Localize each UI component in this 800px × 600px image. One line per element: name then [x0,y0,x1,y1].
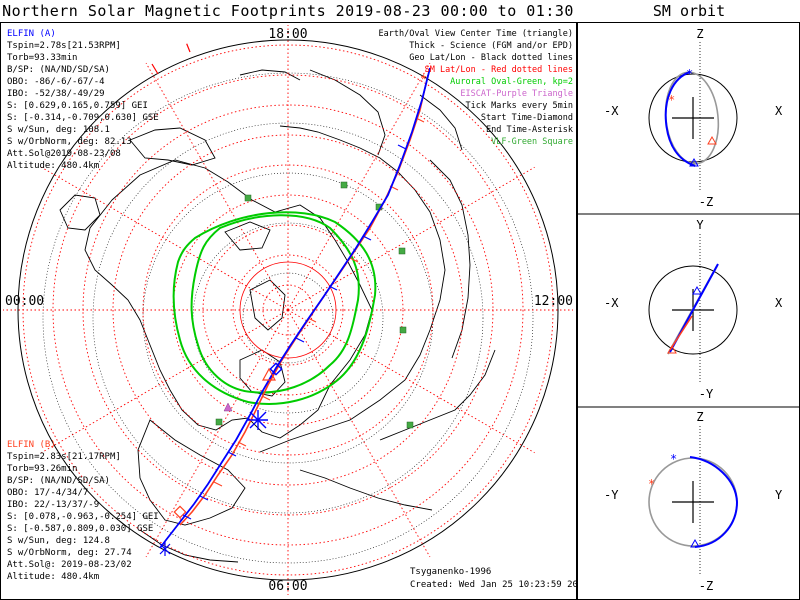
legend-entry: Tick Marks every 5min [466,101,573,111]
earth-outline [648,73,738,163]
elfin-b-line: S w/Sun, deg: 124.8 [7,536,110,546]
vlf-square [399,326,407,334]
elfin-a-info: ELFIN (A) Tspin=2.78s[21.53RPM] Torb=93.3… [7,29,159,171]
svg-text:*: * [686,67,693,81]
elfin-a-line: Att.Sol@2019-08-23/08 [7,149,121,159]
elfin-b-line: S: [0.078,-0.963,-0.254] GEI [7,512,159,522]
axis-label-right: X [775,104,783,118]
orbit-panel-xz: Z -Z -X X * * [604,27,783,209]
elfin-a-name: ELFIN (A) [7,29,56,39]
mlt-label-left: 00:00 [5,294,44,309]
elfin-b-line: Altitude: 480.4km [7,572,99,582]
elfin-b-line: S: [-0.587,0.809,0.030] GSE [7,524,153,534]
elfin-b-line: Torb=93.26min [7,464,77,474]
sm-longitude-lines [3,25,573,595]
elfin-b-start-diamond [173,505,187,519]
legend-entry: Geo Lat/Lon - Black dotted lines [409,53,573,63]
elfin-a-line: Altitude: 480.4km [7,161,99,171]
axis-label-top: Y [696,218,704,232]
axis-label-right: X [775,296,783,310]
axis-label-top: Z [696,27,703,41]
footprint-map: * [0,22,577,600]
elfin-a-end-asterisk [248,410,268,430]
legend-entry: Auroral Oval-Green, kp=2 [450,77,573,87]
vlf-square [398,247,406,255]
legend-entry: VLF-Green Square [491,137,573,147]
sm-orbit-panels: Z -Z -X X * * Y -Y -X X Z -Z -Y Y [577,22,800,600]
elfin-a-line: IBO: -52/38/-49/29 [7,89,105,99]
legend-entry: SM Lat/Lon - Red dotted lines [425,65,573,75]
elfin-a-line: S w/Sun, deg: 108.1 [7,125,110,135]
mlt-label-bottom: 06:00 [268,579,307,594]
mlt-label-top: 18:00 [268,27,307,42]
orbit-panel-title: SM orbit [652,2,726,20]
mlt-label-right: 12:00 [534,294,573,309]
vlf-square [215,418,223,426]
elfin-a-line: Torb=93.33min [7,53,77,63]
sm-pole-circle [239,261,337,359]
elfin-a-asterisk-small [159,542,171,556]
vlf-square [340,181,348,189]
vlf-square [244,194,252,202]
axis-label-right: Y [775,488,783,502]
elfin-a-line: S w/OrbNorm, deg: 82.13 [7,137,132,147]
elfin-b-line: S w/OrbNorm, deg: 27.74 [7,548,132,558]
legend-entry: Thick - Science (FGM and/or EPD) [409,41,573,51]
axis-label-bottom: -Y [699,387,714,401]
elfin-a-line: Tspin=2.78s[21.53RPM] [7,41,121,51]
elfin-b-info: ELFIN (B) Tspin=2.83s[21.17RPM] Torb=93.2… [7,440,159,582]
elfin-a-line: S: [-0.314,-0.709,0.630] GSE [7,113,159,123]
elfin-a-start-diamond [269,362,283,376]
elfin-b-line: Att.Sol@: 2019-08-23/02 [7,560,132,570]
view-center-triangle [261,367,277,381]
coastlines [59,69,496,563]
sm-tick [185,41,191,53]
svg-text:*: * [670,452,677,466]
legend-entry: EISCAT-Purple Triangle [460,89,573,99]
elfin-b-line: B/SP: (NA/ND/SD/SA) [7,476,110,486]
axis-label-bottom: -Z [699,195,713,209]
elfin-b-end-asterisk: * [421,71,427,87]
auroral-oval [172,211,377,405]
created-timestamp: Created: Wed Jan 25 10:23:59 2023 [410,580,577,590]
axis-label-top: Z [696,410,703,424]
orbit-panel-xy: Y -Y -X X [604,218,783,401]
elfin-a-track [159,67,431,556]
svg-text:*: * [668,93,675,107]
elfin-a-orbit [664,71,696,167]
elfin-a-line: S: [0.629,0.165,0.759] GEI [7,101,148,111]
map-legend: Earth/Oval View Center Time (triangle) Th… [379,29,573,147]
earth-limb [17,39,559,581]
legend-entry: End Time-Asterisk [486,125,573,135]
svg-text:*: * [648,477,655,491]
axis-label-left: -X [604,104,619,118]
elfin-b-line: OBO: 17/-4/34/7 [7,488,88,498]
vlf-stations [215,181,414,429]
elfin-a-line: B/SP: (NA/ND/SD/SA) [7,65,110,75]
elfin-b-line: Tspin=2.83s[21.17RPM] [7,452,121,462]
earth-outline [648,265,738,355]
legend-entry: Earth/Oval View Center Time (triangle) [379,29,573,39]
axis-label-bottom: -Z [699,579,713,593]
elfin-a-line: OBO: -86/-6/-67/-4 [7,77,105,87]
elfin-b-name: ELFIN (B) [7,440,56,450]
elfin-a-orbit [689,456,739,548]
legend-entry: Start Time-Diamond [481,113,573,123]
eiscat-triangle [223,402,233,412]
model-credit: Tsyganenko-1996 [410,567,491,577]
sm-tick [151,63,159,75]
axis-label-left: -X [604,296,619,310]
orbit-panel-yz: Z -Z -Y Y * * [604,410,783,593]
elfin-b-line: IBO: 22/-13/37/-9 [7,500,99,510]
axis-label-left: -Y [604,488,619,502]
vlf-square [406,421,414,429]
